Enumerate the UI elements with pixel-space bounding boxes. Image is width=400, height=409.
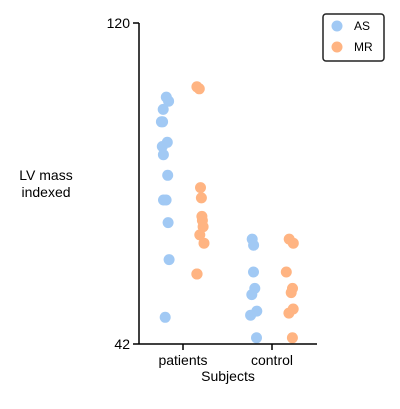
data-point-as-patients-4	[157, 116, 169, 128]
data-point-as-control-21	[251, 332, 262, 344]
data-point-as-patients-13	[159, 311, 171, 323]
legend-marker-as	[331, 20, 343, 32]
data-point-as-control-18	[246, 289, 258, 301]
data-point-mr-patients-10	[191, 268, 203, 280]
y-tick-label: 42	[114, 336, 130, 352]
legend-label-mr: MR	[354, 40, 373, 54]
legend-marker-mr	[331, 41, 343, 53]
data-point-mr-patients-7	[194, 229, 206, 241]
data-point-as-patients-8	[162, 169, 174, 181]
data-point-as-patients-7	[157, 149, 169, 161]
x-axis-label: Subjects	[201, 368, 255, 384]
data-points	[155, 81, 299, 344]
x-ticks: patients control	[158, 344, 293, 368]
data-point-mr-control-12	[287, 237, 299, 249]
data-point-as-patients-1	[163, 95, 175, 107]
data-point-as-control-15	[248, 239, 260, 251]
data-point-as-control-16	[248, 266, 259, 278]
data-point-mr-control-17	[283, 307, 295, 319]
data-point-as-patients-2	[157, 103, 169, 115]
y-axis-label-line-2: indexed	[21, 184, 70, 200]
x-tick-label-patients: patients	[158, 352, 207, 368]
y-axis-label-line-1: LV mass	[19, 167, 72, 183]
data-point-as-control-20	[245, 309, 257, 321]
data-point-as-patients-11	[162, 217, 174, 229]
data-point-mr-patients-2	[195, 182, 206, 194]
data-point-mr-patients-1	[193, 83, 205, 95]
data-point-as-patients-12	[163, 254, 175, 266]
data-point-as-patients-10	[160, 194, 172, 206]
data-point-mr-control-18	[286, 332, 298, 344]
legend-label-as: AS	[354, 19, 370, 33]
legend: AS MR	[322, 13, 385, 62]
y-ticks: 42 120	[107, 15, 139, 352]
data-point-mr-patients-8	[198, 237, 210, 249]
data-point-mr-control-13	[280, 266, 292, 278]
data-point-mr-control-15	[285, 287, 297, 299]
y-tick-label: 120	[107, 15, 131, 31]
x-tick-label-control: control	[251, 352, 293, 368]
data-point-as-patients-6	[156, 141, 168, 152]
data-point-mr-patients-3	[195, 192, 207, 204]
